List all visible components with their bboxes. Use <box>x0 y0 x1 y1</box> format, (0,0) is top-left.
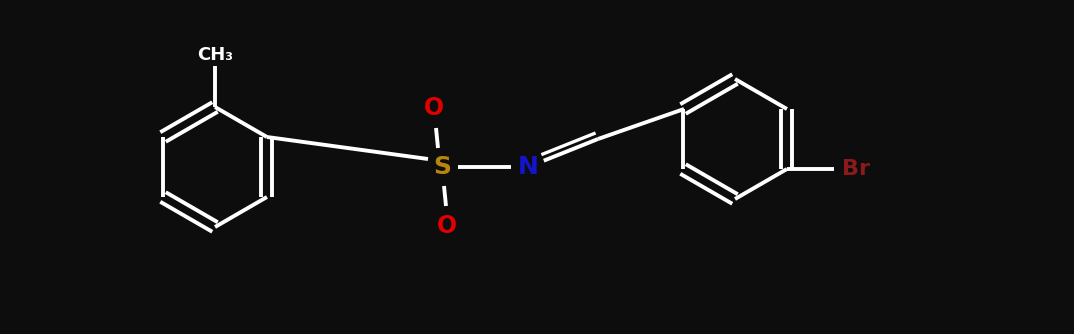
Text: S: S <box>433 155 451 179</box>
Text: O: O <box>424 96 444 120</box>
Text: CH₃: CH₃ <box>197 46 233 64</box>
Text: O: O <box>437 214 458 238</box>
Text: N: N <box>518 155 538 179</box>
Text: Br: Br <box>842 159 870 179</box>
